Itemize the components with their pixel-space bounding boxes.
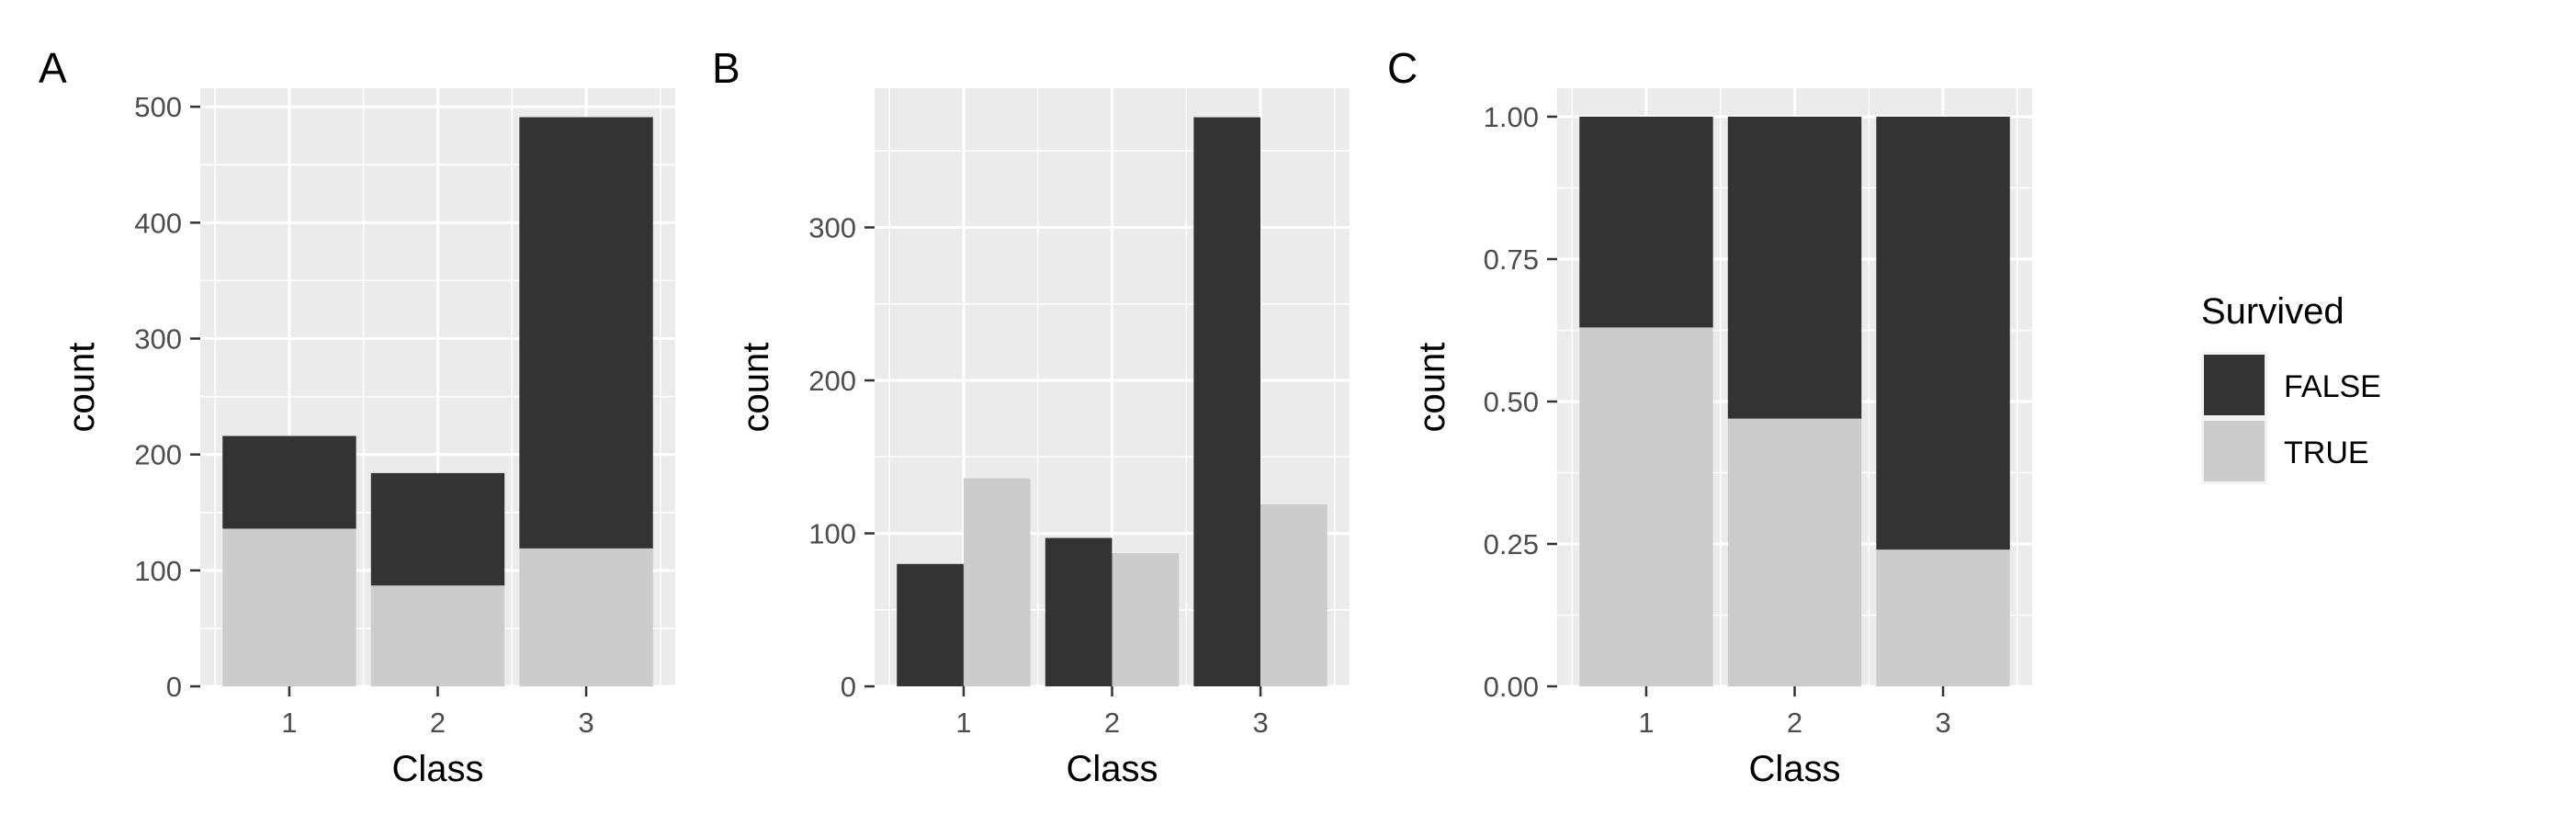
bar-false-class-1 [1579, 117, 1713, 328]
bar-true-class-2 [370, 585, 505, 686]
bar-true-class-1 [222, 528, 356, 686]
panels: 0 100 200 300 400 500 1 2 3 Class count A 0 100 200 300… [39, 44, 2032, 789]
bar-false-class-1 [897, 563, 964, 686]
bar-true-class-3 [1876, 549, 2010, 686]
bar-false-class-3 [1193, 117, 1261, 686]
x-axis-title: Class [1066, 749, 1158, 789]
x-tick-label: 3 [578, 707, 593, 739]
x-axis-title: Class [391, 749, 483, 789]
bar-false-class-3 [1876, 117, 2010, 550]
y-tick-label: 100 [134, 555, 182, 587]
legend-label-true: TRUE [2284, 436, 2369, 470]
legend-title: Survived [2201, 291, 2344, 332]
y-tick-label: 400 [134, 207, 182, 239]
x-tick-label: 2 [1104, 707, 1120, 739]
y-tick-label: 0.50 [1484, 386, 1539, 418]
y-tick-label: 0 [841, 671, 856, 703]
bar-true-class-2 [1112, 553, 1180, 686]
bar-false-class-2 [1045, 537, 1113, 686]
panel-tag: C [1387, 44, 1418, 92]
bar-true-class-3 [1260, 504, 1328, 686]
bar-true-class-1 [963, 478, 1031, 686]
panel-a: 0 100 200 300 400 500 1 2 3 Class count A [39, 44, 675, 789]
legend: Survived FALSE TRUE [2201, 291, 2381, 484]
panel-b: 0 100 200 300 1 2 3 Class count B [712, 44, 1350, 789]
y-tick-label: 200 [808, 365, 856, 397]
bar-false-class-3 [519, 117, 653, 549]
bar-false-class-2 [370, 472, 505, 586]
panel-c: 0.00 0.25 0.50 0.75 1.00 1 2 3 Class count C [1387, 44, 2032, 789]
y-tick-label: 300 [134, 323, 182, 356]
bar-true-class-3 [519, 548, 653, 686]
y-tick-label: 0.75 [1484, 243, 1539, 276]
y-tick-label: 0.25 [1484, 528, 1539, 560]
x-tick-label: 1 [281, 707, 297, 739]
y-tick-label: 0.00 [1484, 671, 1539, 703]
x-tick-label: 2 [430, 707, 446, 739]
x-tick-label: 3 [1252, 707, 1268, 739]
y-tick-label: 300 [808, 212, 856, 244]
y-tick-label: 1.00 [1484, 101, 1539, 133]
bar-true-class-2 [1727, 418, 1862, 686]
x-tick-label: 1 [1638, 707, 1654, 739]
panel-tag: A [39, 44, 67, 92]
y-axis-title: count [62, 343, 102, 433]
y-tick-label: 500 [134, 91, 182, 123]
y-tick-label: 100 [808, 518, 856, 550]
x-tick-label: 2 [1787, 707, 1802, 739]
y-tick-label: 0 [166, 671, 182, 703]
legend-swatch-false [2204, 355, 2265, 415]
y-tick-label: 200 [134, 439, 182, 471]
legend-swatch-true [2204, 421, 2265, 481]
y-axis-title: count [736, 343, 776, 433]
bar-true-class-1 [1579, 327, 1713, 686]
x-axis-title: Class [1748, 749, 1840, 789]
x-tick-label: 1 [955, 707, 971, 739]
legend-label-false: FALSE [2284, 369, 2381, 404]
y-axis-title: count [1412, 343, 1452, 433]
bar-false-class-2 [1727, 117, 1862, 419]
x-tick-label: 3 [1935, 707, 1950, 739]
bar-false-class-1 [222, 436, 356, 529]
panel-tag: B [712, 44, 740, 92]
